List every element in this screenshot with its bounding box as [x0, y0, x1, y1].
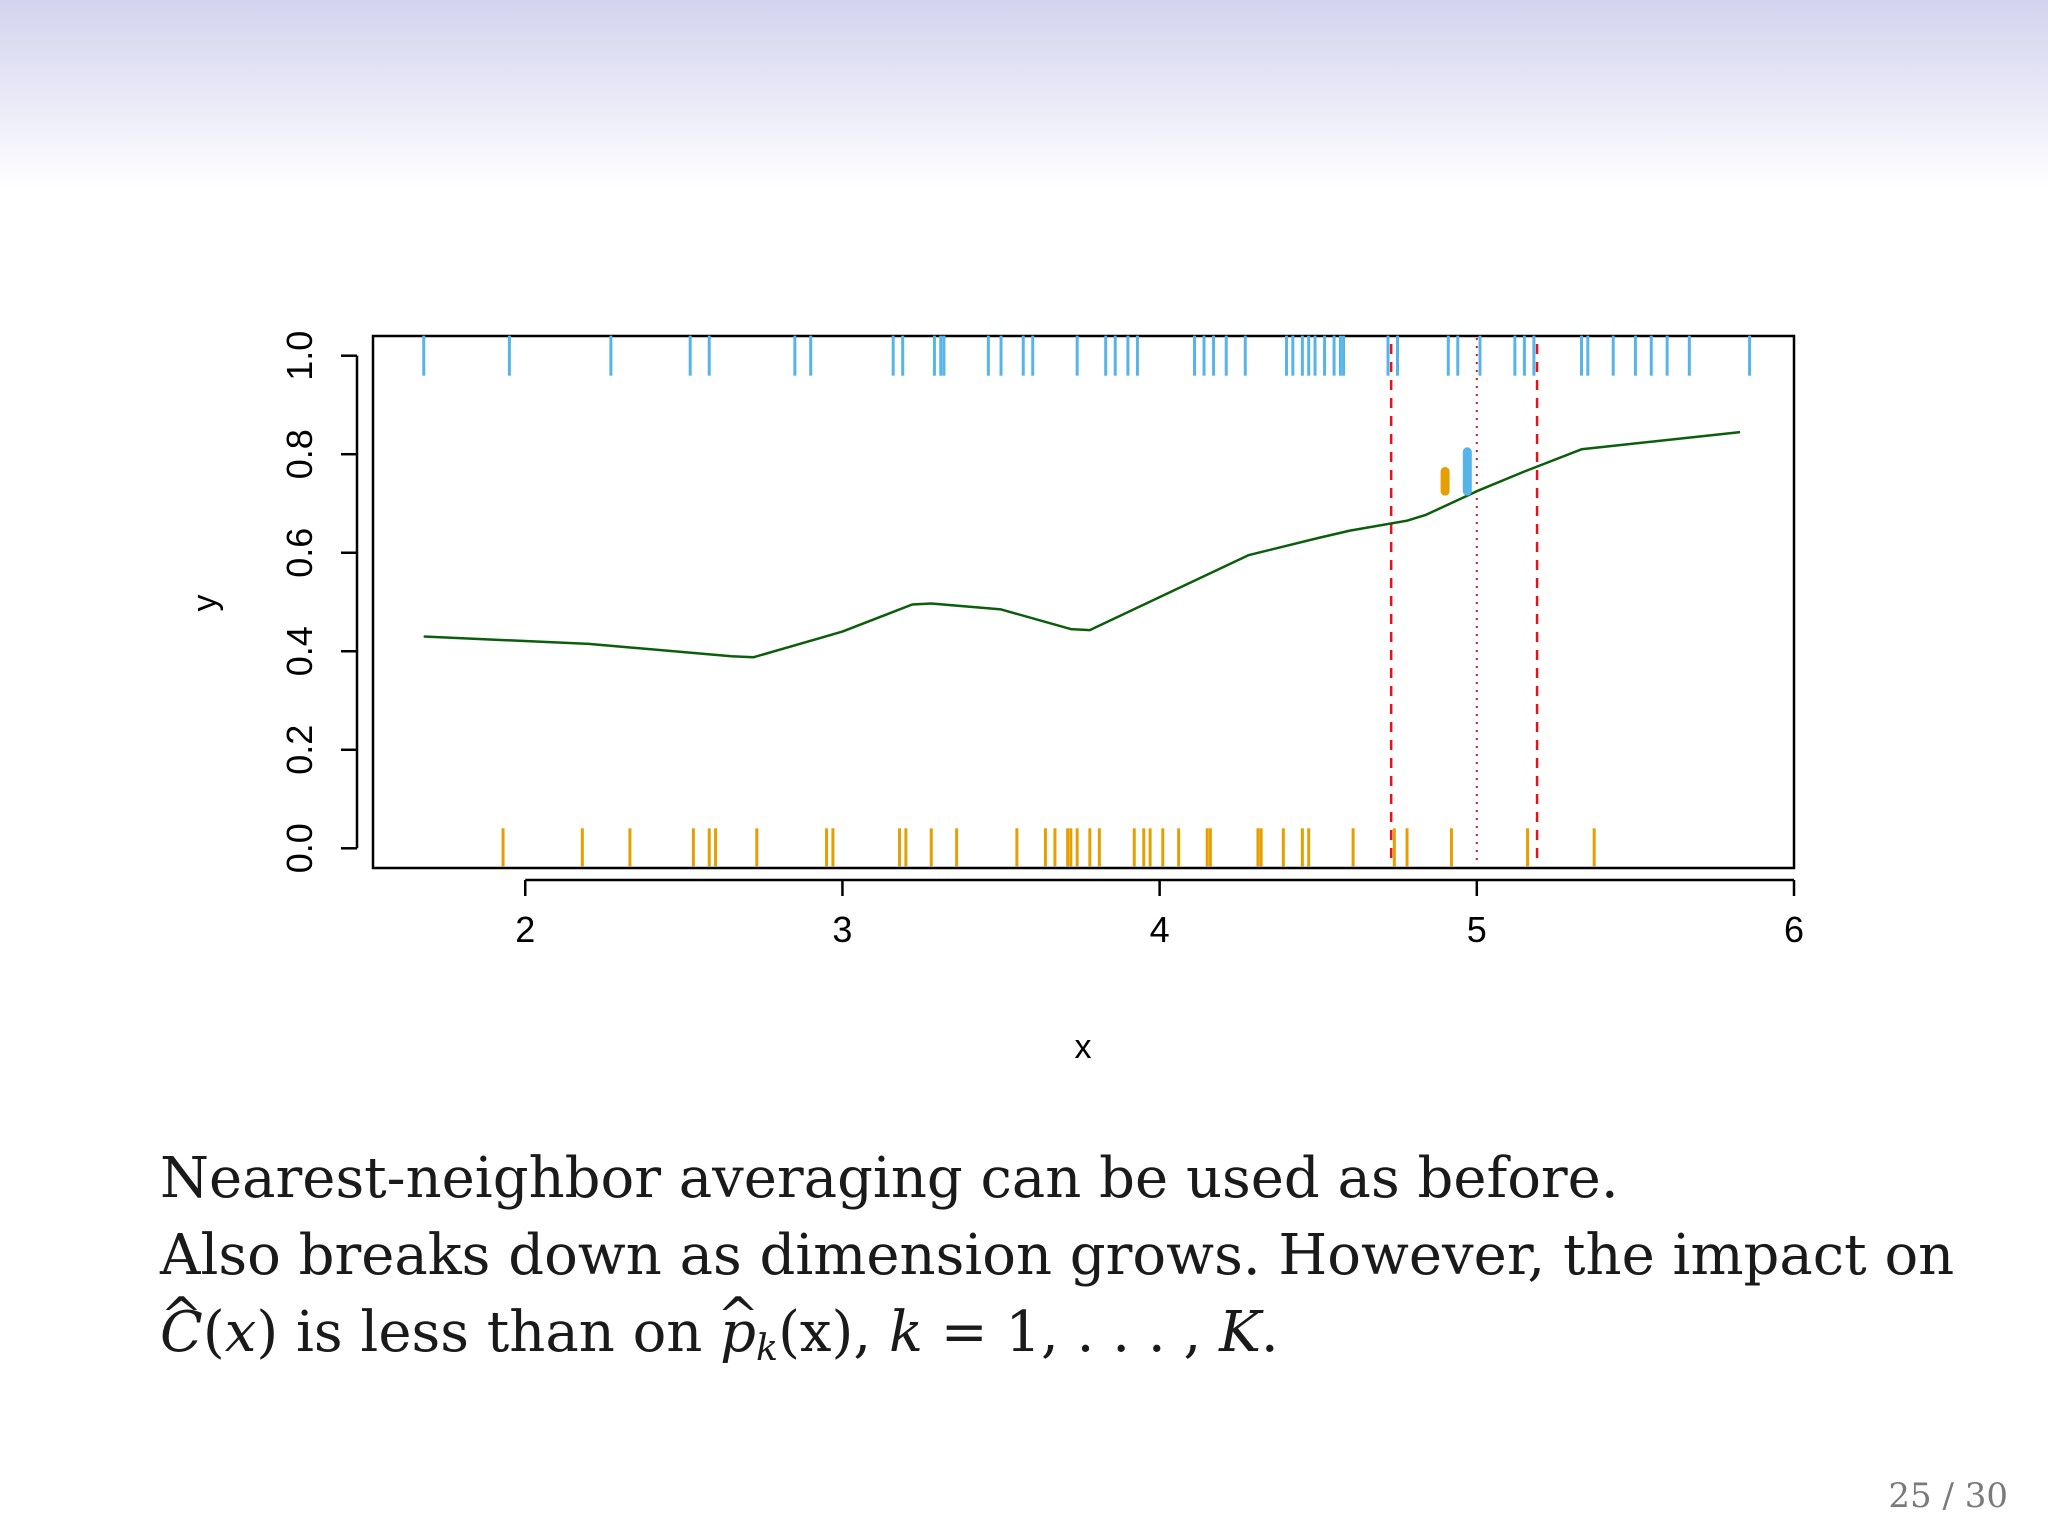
c-hat-var: x: [224, 1300, 257, 1365]
k-range: = 1, . . . ,: [922, 1300, 1220, 1365]
page-number: 25 / 30: [1888, 1476, 2008, 1516]
c-hat-symbol: C ^: [160, 1286, 203, 1371]
text-line-2: Also breaks down as dimension grows. How…: [160, 1223, 1955, 1288]
line3-middle: is less than on: [278, 1300, 721, 1365]
c-hat-open: (: [202, 1300, 225, 1365]
p-hat-arg: (x),: [778, 1300, 889, 1365]
c-hat-accent: ^: [160, 1286, 203, 1346]
p-hat-symbol: p ^: [717, 1286, 759, 1371]
y-tick-label: 1.0: [279, 331, 320, 381]
line3-end: .: [1260, 1300, 1279, 1365]
text-line-3: C ^ (x) is less than on p ^ k(x), k = 1, . .…: [160, 1286, 1960, 1386]
x-tick-label: 3: [832, 909, 852, 950]
slide-text: Nearest-neighbor averaging can be used a…: [160, 1140, 1960, 1386]
p-hat-letter: p: [720, 1300, 757, 1365]
x-tick-label: 5: [1467, 909, 1487, 950]
k-var: k: [888, 1300, 923, 1365]
c-hat-close: ): [256, 1300, 279, 1365]
y-tick-label: 0.4: [279, 626, 320, 676]
y-axis-label: y: [186, 595, 224, 612]
x-axis-label: x: [1075, 1028, 1092, 1066]
y-tick-label: 0.2: [279, 725, 320, 775]
header-band: [0, 0, 2048, 190]
K-var: K: [1219, 1300, 1261, 1365]
y-tick-label: 0.8: [279, 429, 320, 479]
x-tick-label: 6: [1784, 909, 1804, 950]
plot-layer: 2 3 4 5 6 0.0 0.2 0.4 0.6 0.8 1.0: [279, 331, 1804, 950]
x-tick-label: 4: [1150, 909, 1170, 950]
knn-chart: 2 3 4 5 6 0.0 0.2 0.4 0.6 0.8 1.0 x y: [186, 331, 1804, 1066]
p-hat-accent: ^: [716, 1286, 760, 1346]
plot-frame: [371, 334, 1796, 870]
y-tick-label: 0.0: [279, 823, 320, 873]
text-line-1: Nearest-neighbor averaging can be used a…: [160, 1146, 1619, 1211]
y-tick-label: 0.6: [279, 528, 320, 578]
c-hat-letter: C: [160, 1300, 203, 1365]
p-hat-subscript: k: [756, 1326, 779, 1370]
nn-average-curve: [423, 430, 1741, 659]
x-tick-label: 2: [515, 909, 535, 950]
